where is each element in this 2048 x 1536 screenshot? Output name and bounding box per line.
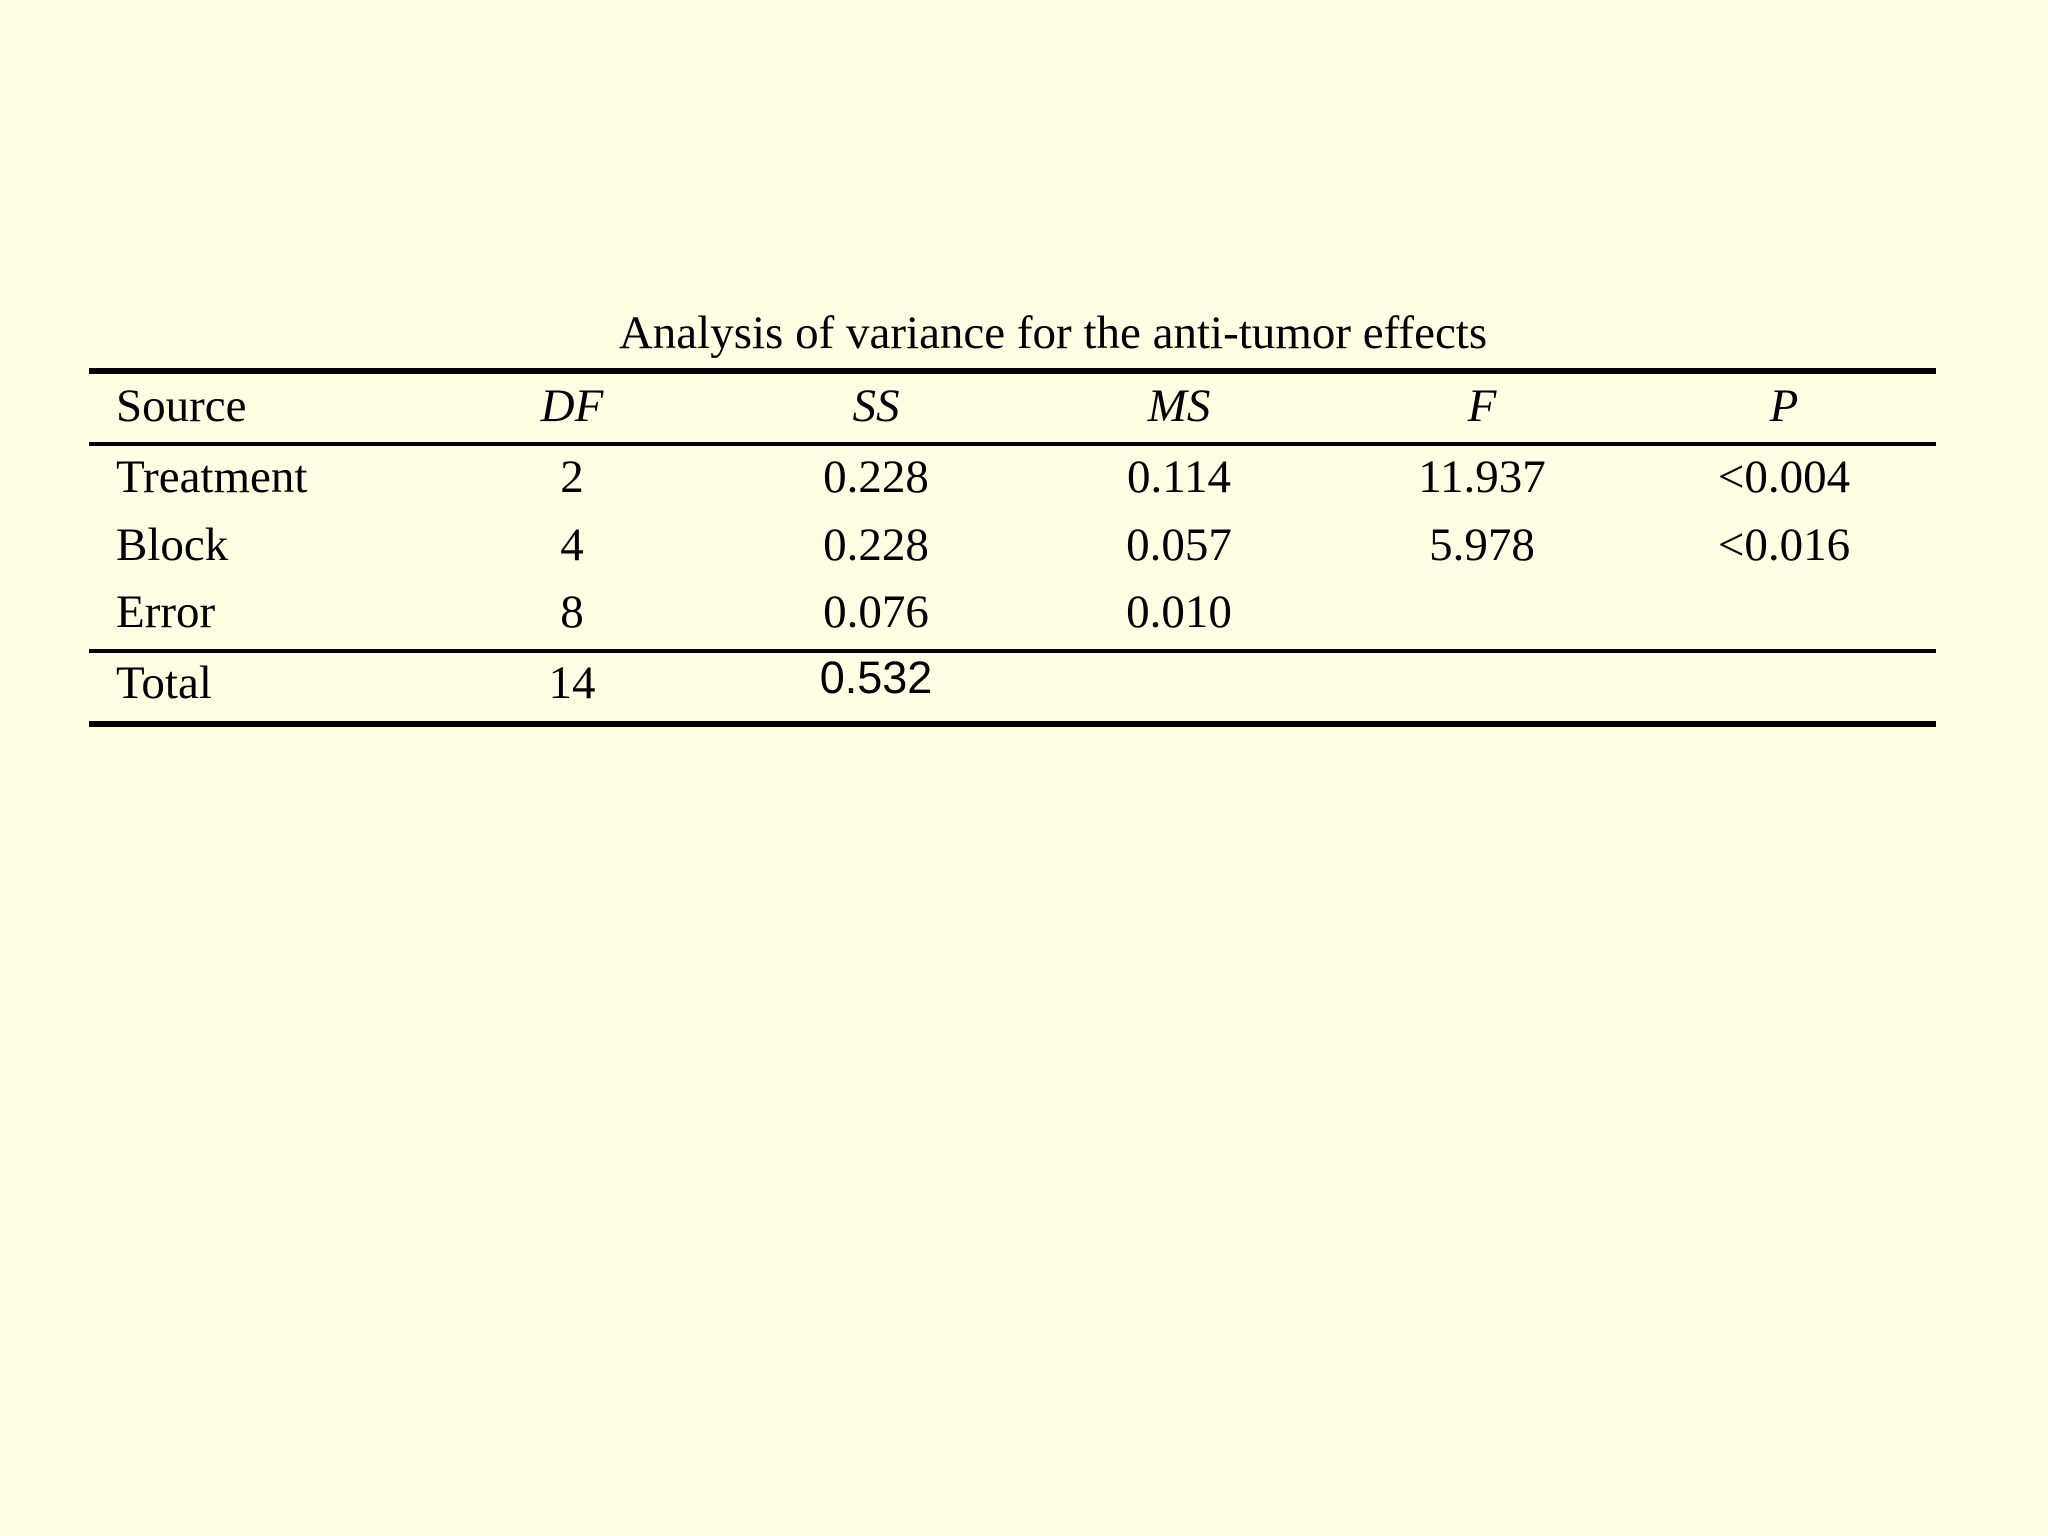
row-label: Total: [116, 657, 212, 709]
row-label: Block: [116, 519, 229, 571]
header-cell: P: [1769, 380, 1799, 432]
table-title: Analysis of variance for the anti-tumor …: [619, 307, 1487, 359]
table-cell: <0.016: [1718, 519, 1850, 571]
table-cell: 4: [560, 519, 584, 571]
header-cell: DF: [540, 380, 605, 432]
header-cell: F: [1467, 380, 1498, 432]
table-cell: 0.532: [820, 652, 933, 703]
header-cell: SS: [853, 380, 900, 432]
table-cell: 8: [560, 586, 584, 638]
table-cell: 0.228: [823, 519, 929, 571]
table-cell: 0.010: [1126, 586, 1232, 638]
table-cell: <0.004: [1718, 451, 1850, 503]
table-cell: 0.114: [1127, 451, 1231, 503]
row-label: Treatment: [116, 451, 307, 503]
table-cell: 0.057: [1126, 519, 1232, 571]
header-cell: Source: [116, 380, 247, 432]
row-label: Error: [116, 586, 216, 638]
table-cell: 11.937: [1418, 451, 1546, 503]
table-cell: 14: [549, 657, 596, 709]
table-cell: 5.978: [1429, 519, 1535, 571]
table-cell: 0.228: [823, 451, 929, 503]
header-cell: MS: [1147, 380, 1211, 432]
table-cell: 2: [560, 451, 584, 503]
table-cell: 0.076: [823, 586, 929, 638]
